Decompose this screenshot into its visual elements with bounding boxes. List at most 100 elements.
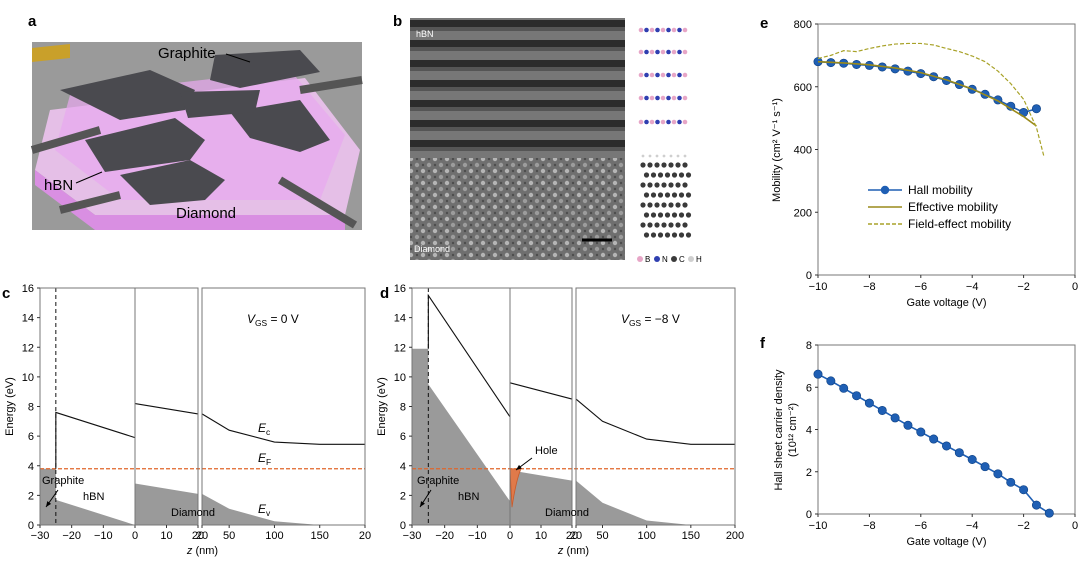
valence-band-fill [412,348,510,525]
x-tick-label: 10 [535,530,547,542]
x-axis-label: Gate voltage (V) [906,297,986,309]
panel-b: b hBN Diamond B N C H [393,13,702,264]
carbon-atom [664,212,671,218]
hbn-atom [644,119,649,125]
label-graphite: Graphite [42,475,84,487]
hbn-atom [644,27,649,33]
bias-condition-label: VGS = 0 V [247,312,299,328]
carbon-atom [647,162,653,168]
panel-letter-a: a [28,13,37,30]
y-tick-label: 6 [400,431,406,443]
hbn-atom [644,49,649,55]
hbn-atom [649,49,655,55]
tem-label-diamond: Diamond [414,244,450,254]
carbon-atom [661,162,667,168]
x-tick-label: 150 [682,530,700,542]
carbon-atom [668,222,674,228]
hbn-atom [666,95,671,101]
x-tick-label: −8 [863,520,876,532]
x-tick-label: −10 [468,530,487,542]
x-tick-label: 50 [596,530,608,542]
y-tick-label: 14 [22,313,34,325]
carbon-atom [678,212,685,218]
x-tick-label: 20 [566,530,578,542]
hbn-atom [655,72,660,78]
carbon-atom [668,182,674,188]
y-tick-label: 16 [22,283,34,295]
carbon-atom [647,182,653,188]
hbn-atom [655,27,660,33]
x-tick-label: −10 [809,281,828,293]
x-tick-label: 0 [507,530,513,542]
carbon-atom [678,232,685,238]
y-tick-label: 2 [28,490,34,502]
y-tick-label: 12 [394,342,406,354]
y-axis-label: Mobility (cm² V⁻¹ s⁻¹) [771,98,783,202]
carbon-atom [685,172,692,178]
data-point [980,462,990,472]
atom-legend-label: H [696,255,702,264]
hbn-atom [682,95,688,101]
hbn-atom [655,95,660,101]
x-tick-label: −30 [403,530,422,542]
carbon-atom [650,212,657,218]
hbn-atom [677,27,682,33]
carbon-atom [671,232,678,238]
label-graphite: Graphite [158,45,216,62]
hbn-atom [649,72,655,78]
carbon-atom [661,222,667,228]
x-tick-label: 20 [192,530,204,542]
carbon-atom [654,202,660,208]
hbn-atom [660,72,666,78]
x-tick-label: −20 [435,530,454,542]
data-point [1044,508,1054,518]
atom-legend-swatch [654,256,660,262]
y-tick-label: 800 [794,19,812,31]
y-tick-label: 2 [806,467,812,479]
hydrogen-atom [676,154,680,158]
carbon-atom [682,182,688,188]
carbon-atom [640,222,646,228]
hydrogen-atom [669,154,673,158]
tem-hbn-region [410,18,625,158]
valence-band-fill [135,483,198,525]
graphite-leader-line [225,53,251,63]
carbon-atom [640,162,646,168]
carbon-atom [678,192,685,198]
carbon-atom [650,172,657,178]
valence-band-fill [202,493,365,525]
y-axis-label: Energy (eV) [4,377,16,436]
panel-f: f −10 −8 −6 −4 −2 0 0 2 4 6 8 Gate voltage (V) Hall … [760,335,1078,548]
y-tick-label: 0 [28,520,34,532]
conduction-band-line [575,398,735,445]
x-tick-label: −2 [1017,281,1030,293]
axes-frame [575,287,736,526]
label-arrowhead [420,501,425,507]
panel-letter-e: e [760,15,768,32]
y-tick-label: 4 [28,461,34,473]
tem-label-hbn: hBN [416,29,434,39]
x-tick-label: −30 [31,530,50,542]
bias-condition-label: VGS = −8 V [621,312,680,328]
hbn-leader-line [75,171,103,184]
x-axis-label: z (nm) [186,545,218,557]
y-tick-label: 8 [400,402,406,414]
x-tick-label: −10 [94,530,113,542]
hbn-atom [666,119,671,125]
hydrogen-atom [655,154,659,158]
y-axis-label: Energy (eV) [376,377,388,436]
label-graphite: Graphite [417,475,459,487]
x-axis-label: z (nm) [557,545,589,557]
hbn-atom [677,119,682,125]
hydrogen-atom [641,154,645,158]
data-point [903,420,913,430]
y-tick-label: 0 [400,520,406,532]
x-tick-label: −8 [863,281,876,293]
graphite-channel [180,90,260,118]
hbn-atom [655,119,660,125]
atom-legend-swatch [637,256,643,262]
carbon-atom [654,162,660,168]
hbn-atom [666,49,671,55]
